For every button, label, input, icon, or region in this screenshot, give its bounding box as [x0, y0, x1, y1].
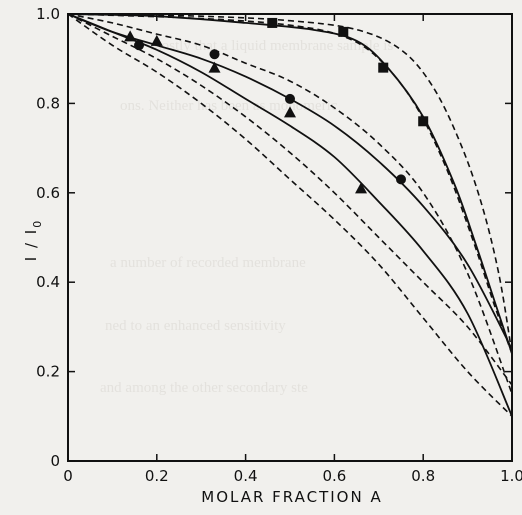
data-point-triangle — [124, 30, 137, 42]
data-point-square — [267, 17, 278, 28]
series-circle-dashed-curve — [67, 13, 513, 386]
svg-text:I / I0: I / I0 — [22, 219, 44, 261]
y-axis-title-subscript: 0 — [31, 219, 44, 228]
data-point-circle — [396, 174, 406, 185]
series-circle-solid-curve — [67, 13, 513, 350]
data-point-circle — [209, 49, 220, 60]
x-tick-label: 0.4 — [234, 467, 258, 485]
x-tick-label: 1.0 — [500, 467, 522, 485]
y-tick-label: 0.8 — [36, 94, 60, 112]
series-circle-dashed-curve — [67, 13, 513, 395]
series-triangle-dashed-curve — [67, 13, 513, 417]
series-triangle-solid-curve — [67, 13, 513, 417]
y-tick-label: 1.0 — [36, 5, 60, 23]
y-axis-title: I / I0 — [22, 219, 44, 261]
data-point-circle — [285, 93, 295, 104]
y-tick-label: 0.6 — [36, 184, 60, 202]
data-point-triangle — [355, 182, 368, 194]
series-square-solid-curve — [67, 13, 513, 354]
data-point-square — [418, 116, 429, 127]
series-square-dashed-curve — [67, 13, 513, 354]
series-square-dashed-curve — [67, 13, 513, 354]
y-tick-label: 0.2 — [36, 363, 60, 381]
x-tick-label: 0 — [63, 467, 73, 485]
x-axis-title: MOLAR FRACTION A — [201, 488, 382, 506]
x-tick-label: 0.2 — [145, 467, 169, 485]
data-point-circle — [134, 40, 145, 51]
x-tick-label: 0.6 — [322, 467, 346, 485]
y-tick-label: 0 — [50, 452, 60, 470]
y-axis-title-text: I / I — [22, 228, 40, 261]
data-point-triangle — [284, 106, 296, 118]
data-point-triangle — [208, 61, 221, 73]
plot-frame — [67, 13, 513, 462]
data-point-square — [378, 62, 389, 73]
y-tick-label: 0.4 — [36, 273, 60, 291]
x-tick-label: 0.8 — [411, 467, 435, 485]
data-point-triangle — [150, 34, 163, 46]
data-point-square — [338, 26, 349, 37]
